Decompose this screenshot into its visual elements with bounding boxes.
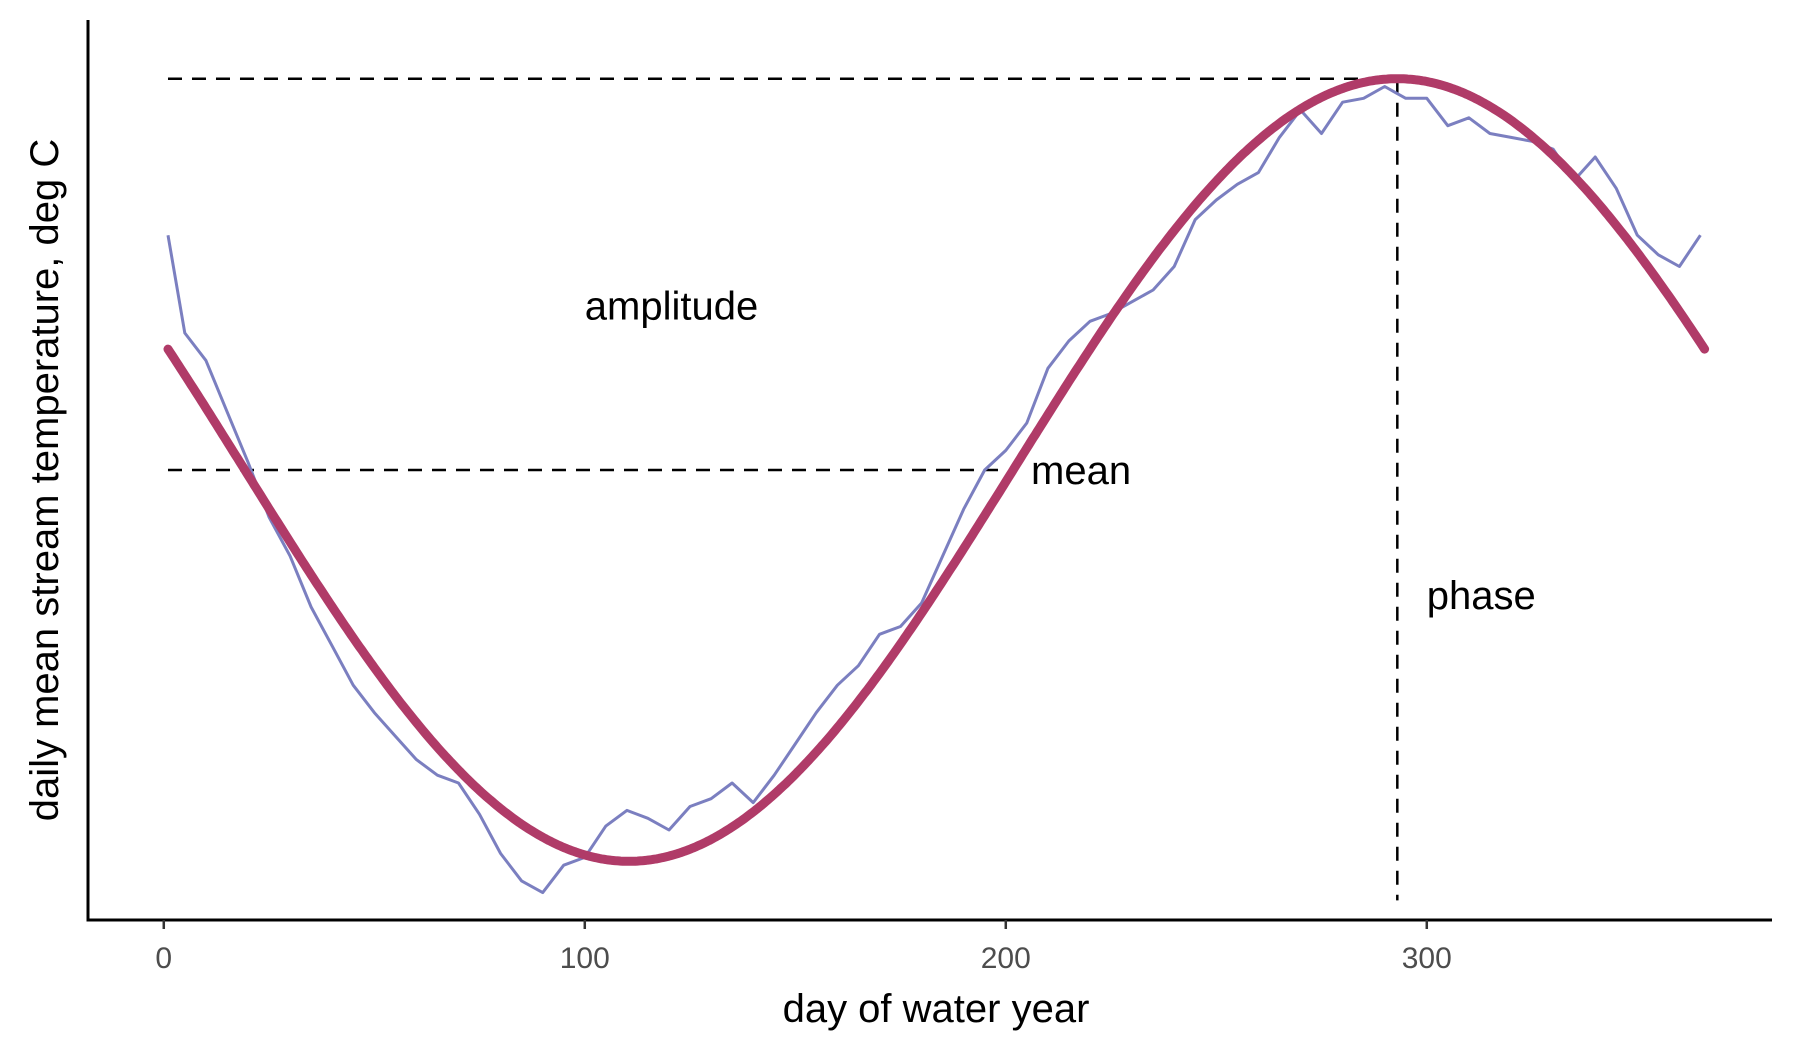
fitted-sine-line bbox=[163, 74, 1710, 866]
observed-series-group bbox=[166, 85, 1702, 895]
axes bbox=[86, 20, 1772, 922]
fit-series-group bbox=[163, 74, 1710, 866]
x-tick-label-300: 300 bbox=[1402, 942, 1452, 975]
annotations: amplitude mean phase bbox=[585, 285, 1536, 619]
x-ticks: 0 100 200 300 bbox=[155, 920, 1452, 975]
x-tick-label-100: 100 bbox=[560, 942, 610, 975]
mean-label: mean bbox=[1031, 449, 1131, 493]
guide-lines bbox=[167, 77, 1399, 901]
phase-label: phase bbox=[1427, 574, 1536, 618]
y-axis-title: daily mean stream temperature, deg C bbox=[23, 139, 67, 822]
x-tick-label-0: 0 bbox=[155, 942, 172, 975]
x-tick-label-200: 200 bbox=[981, 942, 1031, 975]
x-axis-title: day of water year bbox=[783, 987, 1090, 1031]
observed-series-line bbox=[166, 85, 1702, 895]
amplitude-label: amplitude bbox=[585, 285, 758, 329]
